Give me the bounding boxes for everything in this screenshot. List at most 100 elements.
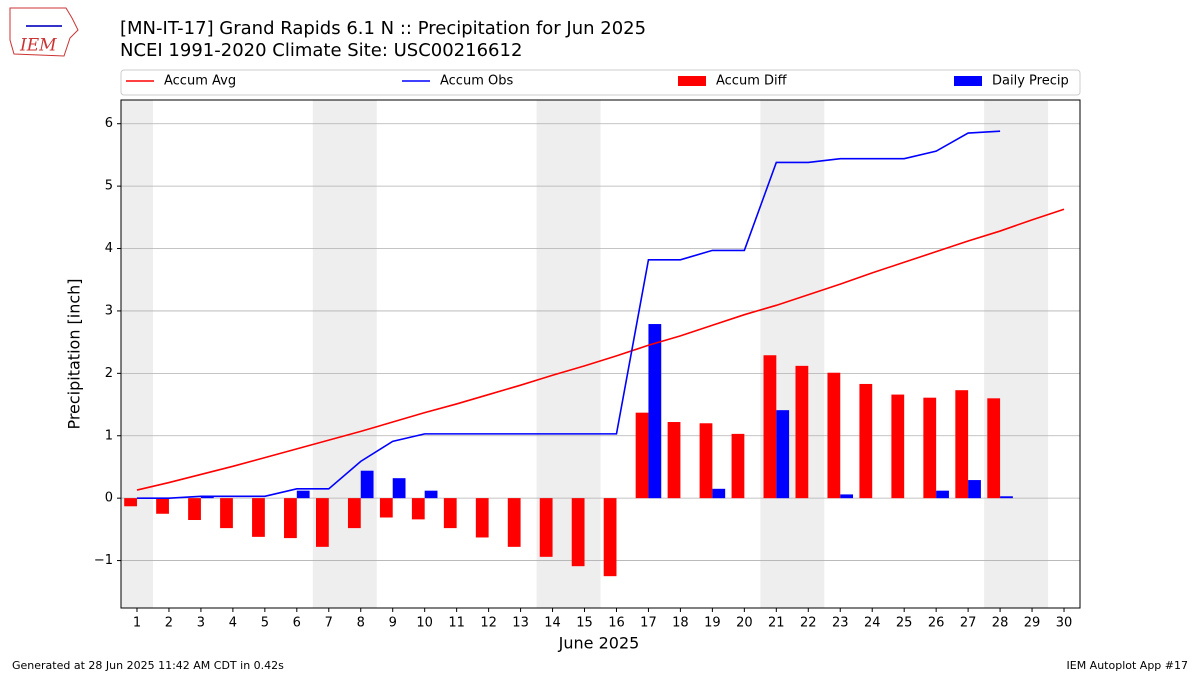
x-tick-label: 24 (864, 616, 881, 631)
x-tick-label: 28 (992, 616, 1009, 631)
bar (284, 498, 297, 539)
bar (936, 490, 949, 499)
bar (220, 498, 233, 529)
x-tick-label: 27 (960, 616, 977, 631)
bar (296, 490, 310, 499)
x-tick-label: 15 (576, 616, 593, 631)
bar (507, 498, 521, 547)
bar (347, 498, 361, 529)
y-tick-label: −1 (94, 553, 113, 568)
x-tick-label: 17 (640, 616, 657, 631)
logo-outline (9, 7, 79, 57)
plot-frame (120, 99, 1081, 609)
bar (315, 498, 329, 547)
x-tick-label: 6 (293, 616, 301, 631)
bar (571, 498, 585, 567)
bar (156, 498, 169, 514)
bar (987, 398, 1001, 499)
legend-swatch (954, 76, 982, 86)
bar (827, 372, 841, 499)
bar (475, 498, 489, 538)
bar (603, 498, 617, 577)
bar (360, 470, 374, 499)
legend-label: Accum Avg (164, 74, 236, 89)
y-tick-label: 5 (105, 179, 113, 194)
bar (648, 324, 662, 499)
bar (1000, 496, 1013, 499)
x-tick-label: 25 (896, 616, 913, 631)
x-tick-label: 13 (512, 616, 529, 631)
bar (379, 498, 393, 518)
logo: IEM (9, 7, 79, 57)
x-tick-label: 9 (389, 616, 397, 631)
bar (392, 478, 406, 499)
bar (411, 498, 425, 520)
bar (859, 383, 873, 499)
y-tick-label: 3 (105, 303, 113, 318)
x-tick-label: 14 (544, 616, 561, 631)
bar (200, 496, 214, 499)
weekend-shade (984, 100, 1049, 608)
bar (731, 433, 745, 499)
y-tick-label: 1 (105, 428, 113, 443)
x-tick-label: 1 (133, 616, 141, 631)
x-tick-label: 5 (261, 616, 269, 631)
legend-label: Accum Diff (716, 74, 788, 89)
bar (776, 410, 790, 499)
bar (923, 397, 937, 499)
legend-label: Accum Obs (440, 74, 513, 89)
x-tick-label: 29 (1024, 616, 1041, 631)
bar (188, 498, 201, 521)
x-tick-label: 10 (416, 616, 433, 631)
bar (955, 390, 969, 499)
bar (795, 365, 809, 499)
bar (635, 412, 649, 499)
footer-left: Generated at 28 Jun 2025 11:42 AM CDT in… (12, 659, 284, 672)
y-tick-label: 6 (105, 116, 113, 131)
bar (968, 480, 981, 499)
x-axis-label: June 2025 (558, 634, 640, 653)
legend-label: Daily Precip (992, 74, 1069, 89)
weekend-shade (760, 100, 825, 608)
x-tick-label: 26 (928, 616, 945, 631)
line (136, 208, 1065, 491)
bar (424, 490, 438, 499)
bar (667, 422, 681, 499)
x-tick-label: 11 (448, 616, 465, 631)
x-tick-label: 3 (197, 616, 205, 631)
logo-text: IEM (19, 36, 57, 56)
bar (891, 394, 905, 499)
x-tick-label: 21 (768, 616, 785, 631)
legend-swatch (678, 76, 706, 86)
x-tick-label: 12 (480, 616, 497, 631)
bar (539, 498, 553, 557)
x-tick-label: 19 (704, 616, 721, 631)
legend-box (120, 69, 1081, 96)
x-tick-label: 23 (832, 616, 849, 631)
x-tick-label: 30 (1056, 616, 1073, 631)
y-axis-label: Precipitation [inch] (65, 278, 84, 429)
chart-subtitle: NCEI 1991-2020 Climate Site: USC00216612 (120, 40, 522, 61)
x-tick-label: 7 (325, 616, 333, 631)
bar (443, 498, 457, 529)
footer-right: IEM Autoplot App #17 (1067, 659, 1189, 672)
bar (763, 355, 777, 499)
bar (699, 423, 713, 499)
x-tick-label: 20 (736, 616, 753, 631)
bar (124, 498, 137, 507)
bar (712, 488, 726, 499)
x-tick-label: 4 (229, 616, 237, 631)
x-tick-label: 22 (800, 616, 817, 631)
bar (840, 494, 854, 499)
x-tick-label: 8 (357, 616, 365, 631)
y-tick-label: 4 (105, 241, 113, 256)
weekend-shade (121, 100, 153, 608)
x-tick-label: 18 (672, 616, 689, 631)
x-tick-label: 16 (608, 616, 625, 631)
line (136, 130, 1001, 499)
y-tick-label: 2 (105, 366, 113, 381)
chart-title: [MN-IT-17] Grand Rapids 6.1 N :: Precipi… (120, 18, 646, 39)
x-tick-label: 2 (165, 616, 173, 631)
bar (252, 498, 265, 537)
